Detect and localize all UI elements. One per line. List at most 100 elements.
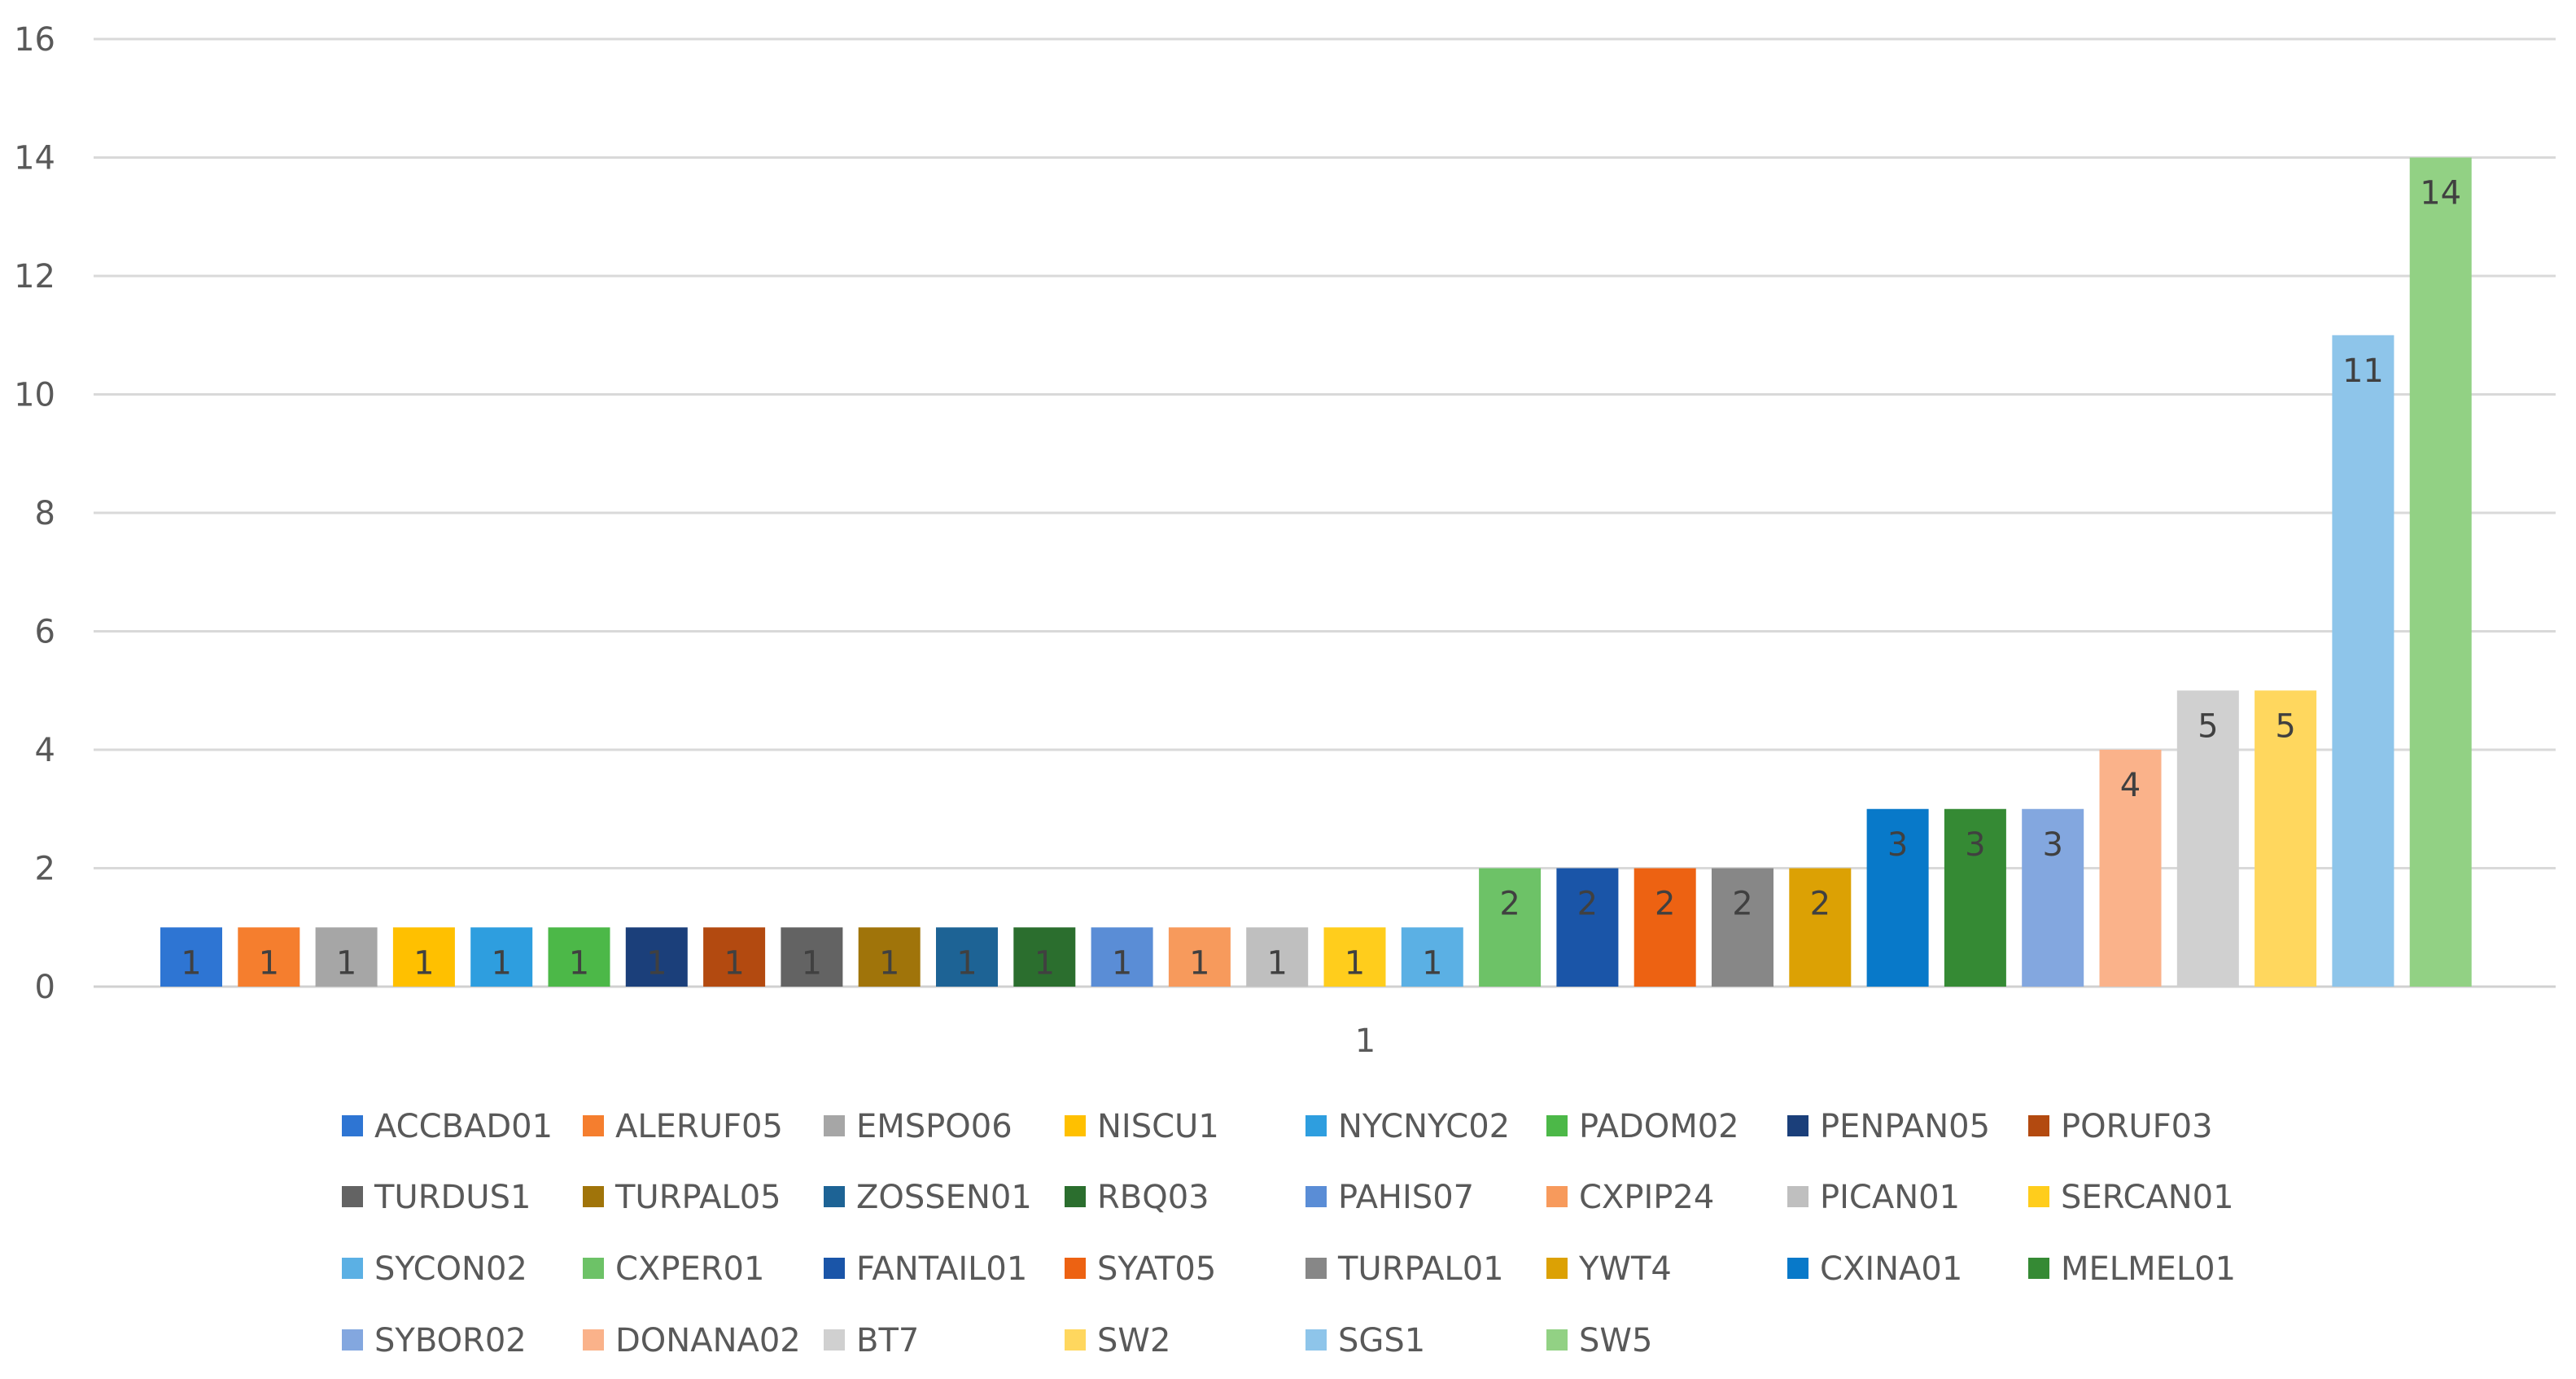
bar bbox=[2332, 335, 2394, 987]
legend-swatch bbox=[824, 1258, 845, 1279]
legend-label: ALERUF05 bbox=[615, 1108, 783, 1145]
bar bbox=[1091, 927, 1153, 987]
y-tick-label: 16 bbox=[14, 21, 55, 59]
bar bbox=[2176, 690, 2239, 987]
data-label: 1 bbox=[259, 944, 279, 982]
legend-label: SW2 bbox=[1097, 1322, 1170, 1359]
legend-swatch bbox=[342, 1329, 363, 1351]
bar bbox=[1634, 868, 1696, 987]
legend-label: DONANA02 bbox=[615, 1322, 801, 1359]
legend-swatch bbox=[1787, 1186, 1808, 1207]
data-label: 3 bbox=[1887, 826, 1908, 864]
legend-swatch bbox=[1787, 1115, 1808, 1136]
legend-label: CXPIP24 bbox=[1579, 1179, 1714, 1216]
y-tick-label: 14 bbox=[14, 140, 55, 177]
bar bbox=[1712, 868, 1773, 987]
legend-label: YWT4 bbox=[1578, 1250, 1672, 1288]
bar bbox=[1479, 868, 1542, 987]
data-label: 1 bbox=[1266, 944, 1287, 982]
data-label: 1 bbox=[413, 944, 434, 982]
legend-label: NYCNYC02 bbox=[1338, 1108, 1510, 1145]
bar bbox=[625, 927, 688, 987]
data-label: 3 bbox=[2042, 826, 2062, 864]
legend-label: SYAT05 bbox=[1097, 1250, 1216, 1288]
legend-label: PAHIS07 bbox=[1338, 1179, 1474, 1216]
legend-label: PICAN01 bbox=[1820, 1179, 1960, 1216]
data-label: 3 bbox=[1965, 826, 1985, 864]
data-label: 1 bbox=[1034, 944, 1055, 982]
data-label: 1 bbox=[336, 944, 356, 982]
legend-label: TURDUS1 bbox=[374, 1179, 531, 1216]
gridlines bbox=[94, 37, 2556, 988]
legend-swatch bbox=[1546, 1329, 1568, 1351]
legend-label: EMSPO06 bbox=[856, 1108, 1012, 1145]
legend-swatch bbox=[824, 1115, 845, 1136]
data-label: 5 bbox=[2275, 707, 2295, 745]
legend-swatch bbox=[1305, 1115, 1327, 1136]
bar bbox=[2409, 157, 2472, 987]
data-label: 4 bbox=[2120, 767, 2141, 804]
data-label: 1 bbox=[1345, 944, 1365, 982]
bar bbox=[2099, 750, 2162, 987]
data-label: 11 bbox=[2342, 352, 2384, 390]
bar bbox=[315, 927, 378, 987]
bar bbox=[1944, 808, 2006, 987]
legend-label: ZOSSEN01 bbox=[856, 1179, 1032, 1216]
data-label: 2 bbox=[1577, 886, 1598, 923]
legend-label: SERCAN01 bbox=[2061, 1179, 2234, 1216]
bar bbox=[470, 927, 533, 987]
legend-label: TURPAL05 bbox=[614, 1179, 781, 1216]
legend-label: PENPAN05 bbox=[1820, 1108, 1990, 1145]
data-label: 2 bbox=[1499, 886, 1520, 923]
data-label: 1 bbox=[1422, 944, 1442, 982]
legend: ACCBAD01 ALERUF05 EMSPO06 NISCU1 NYCNYC02 PAD… bbox=[342, 1108, 2236, 1359]
y-tick-label: 6 bbox=[35, 614, 55, 651]
legend-label: SW5 bbox=[1579, 1322, 1652, 1359]
bar bbox=[1866, 808, 1929, 987]
legend-label: ACCBAD01 bbox=[374, 1108, 553, 1145]
y-tick-label: 0 bbox=[35, 969, 55, 1006]
x-category-label: 1 bbox=[1355, 1022, 1375, 1060]
legend-swatch bbox=[583, 1186, 604, 1207]
bar bbox=[1401, 927, 1463, 987]
data-label: 1 bbox=[181, 944, 201, 982]
legend-swatch bbox=[583, 1258, 604, 1279]
data-label: 1 bbox=[879, 944, 899, 982]
legend-swatch bbox=[824, 1329, 845, 1351]
data-label: 1 bbox=[956, 944, 977, 982]
bar bbox=[1246, 927, 1309, 987]
legend-label: SYCON02 bbox=[374, 1250, 527, 1288]
data-label: 2 bbox=[1810, 886, 1830, 923]
legend-label: TURPAL01 bbox=[1337, 1250, 1504, 1288]
legend-label: SGS1 bbox=[1338, 1322, 1425, 1359]
y-tick-label: 12 bbox=[14, 258, 55, 296]
data-label: 2 bbox=[1655, 886, 1675, 923]
legend-swatch bbox=[583, 1115, 604, 1136]
data-label: 1 bbox=[724, 944, 744, 982]
legend-label: RBQ03 bbox=[1097, 1179, 1209, 1216]
legend-swatch bbox=[1305, 1329, 1327, 1351]
legend-swatch bbox=[1546, 1115, 1568, 1136]
legend-swatch bbox=[1305, 1186, 1327, 1207]
legend-label: MELMEL01 bbox=[2061, 1250, 2236, 1288]
bar bbox=[1168, 927, 1231, 987]
legend-swatch bbox=[583, 1329, 604, 1351]
legend-swatch bbox=[824, 1186, 845, 1207]
bar bbox=[858, 927, 921, 987]
data-label: 1 bbox=[569, 944, 589, 982]
data-label: 1 bbox=[1189, 944, 1209, 982]
legend-swatch bbox=[1546, 1186, 1568, 1207]
legend-swatch bbox=[1065, 1115, 1086, 1136]
data-label: 1 bbox=[1112, 944, 1132, 982]
data-label: 5 bbox=[2198, 707, 2218, 745]
bar bbox=[936, 927, 998, 987]
legend-label: BT7 bbox=[856, 1322, 919, 1359]
legend-label: SYBOR02 bbox=[374, 1322, 527, 1359]
bar bbox=[1323, 927, 1386, 987]
bar bbox=[548, 927, 610, 987]
bar bbox=[160, 927, 222, 987]
legend-swatch bbox=[342, 1115, 363, 1136]
data-label: 1 bbox=[802, 944, 822, 982]
legend-label: NISCU1 bbox=[1097, 1108, 1219, 1145]
